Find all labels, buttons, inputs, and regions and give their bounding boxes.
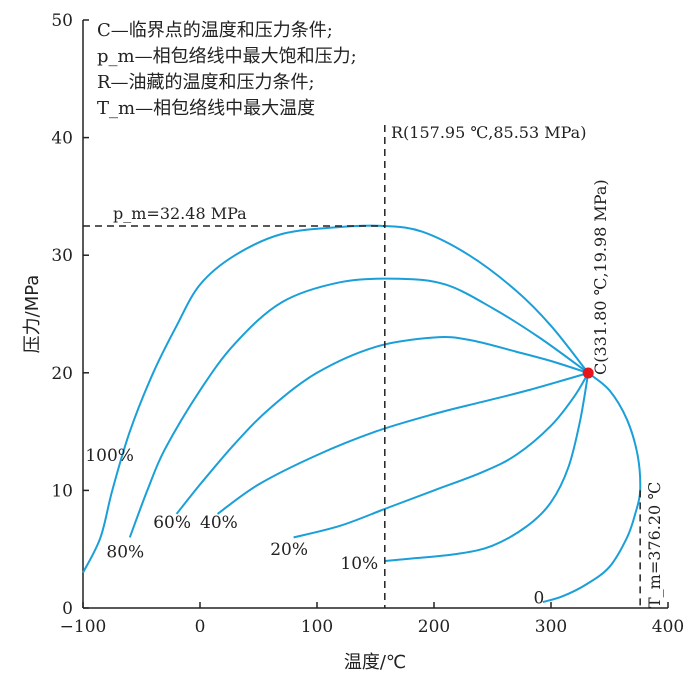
series-label: 60% [153,513,191,533]
x-tick-label: 300 [535,617,567,637]
legend-line-c: C—临界点的温度和压力条件; [97,20,333,41]
y-tick-label: 40 [51,129,73,149]
x-tick-label: 200 [418,617,450,637]
legend-line-tm: T_m—相包络线中最大温度 [97,98,315,119]
legend-block: C—临界点的温度和压力条件; p_m—相包络线中最大饱和压力; R—油藏的温度和… [97,20,357,119]
series-label: 40% [200,513,238,533]
series-line-10pct [384,372,590,562]
y-axis-label: 压力/MPa [22,275,43,354]
series-line-0pct [542,372,642,604]
series-label: 100% [85,446,134,466]
series-line-60pct [175,336,589,515]
y-tick-label: 10 [51,481,73,501]
tm-label: T_m=376.20 ℃ [645,482,664,608]
x-tick-label: 100 [301,617,333,637]
reference-lines [83,125,641,608]
series-line-80pct [128,277,589,538]
x-axis-label: 温度/℃ [344,652,406,673]
curve-labels: 100% 80% 60% 40% 20% 10% 0 [85,446,544,608]
x-tick-label: 400 [652,617,684,637]
series-line-20pct [293,372,590,539]
series-label: 80% [106,542,144,562]
legend-line-r: R—油藏的温度和压力条件; [97,72,315,93]
pm-label: p_m=32.48 MPa [113,204,247,223]
point-markers [582,367,594,379]
x-tick-label: 0 [195,617,206,637]
y-tick-label: 0 [62,599,73,619]
series-line-40pct [217,372,589,515]
y-tick-label: 30 [51,246,73,266]
series-line-100pct [82,224,589,574]
phase-curves [82,224,642,604]
series-label: 20% [270,540,308,560]
legend-line-pm: p_m—相包络线中最大饱和压力; [97,46,357,67]
critical-point-label: C(331.80 ℃,19.98 MPa) [591,179,610,375]
y-tick-label: 20 [51,364,73,384]
y-tick-label: 50 [51,11,73,31]
series-label: 0 [533,588,544,608]
critical-point-marker [582,367,594,379]
series-label: 10% [340,554,378,574]
reservoir-label: R(157.95 ℃,85.53 MPa) [391,123,586,142]
x-tick-label: −100 [60,617,107,637]
